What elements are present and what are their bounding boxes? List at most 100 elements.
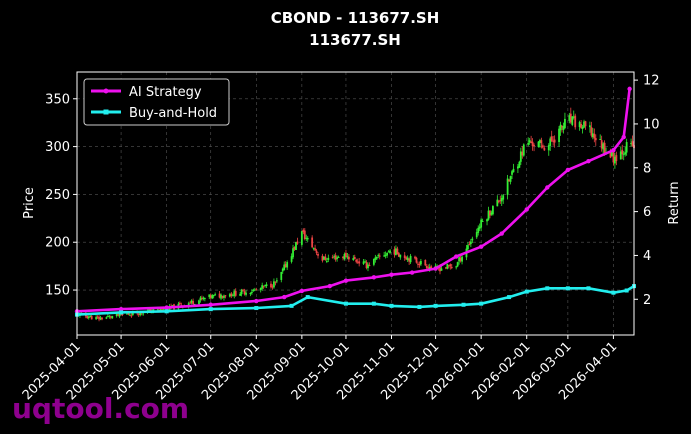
candle-body [280, 271, 283, 280]
candle-body [274, 281, 277, 283]
candle-body [192, 301, 195, 305]
candle-body [619, 151, 622, 160]
candle-body [516, 166, 519, 169]
candle-body [458, 257, 461, 262]
candle-body [130, 315, 133, 317]
candle-body [101, 317, 103, 320]
candle-body [424, 259, 427, 266]
candle-body [121, 313, 124, 315]
candle-body [265, 284, 268, 286]
candle-body [528, 140, 531, 143]
candle-body [475, 232, 478, 238]
candle-body [621, 149, 624, 155]
candle-body [612, 150, 615, 163]
series-point-ai-strategy [433, 266, 438, 271]
candle-body [118, 312, 121, 317]
series-point-buy-and-hold [507, 295, 512, 300]
candle-body [137, 313, 140, 315]
candle-body [243, 291, 246, 295]
candle-body [425, 266, 428, 269]
candle-body [477, 227, 480, 233]
candle-body [281, 268, 284, 272]
series-point-ai-strategy [254, 298, 259, 304]
y-tick-label: 300 [45, 140, 70, 155]
plot-frame [76, 71, 635, 336]
candle-body [352, 258, 355, 260]
candle-body [496, 199, 499, 207]
candle-body [201, 298, 203, 300]
candle-body [414, 256, 416, 259]
candle-body [148, 309, 150, 311]
series-point-ai-strategy [499, 231, 504, 236]
y-tick-label: 250 [45, 188, 70, 203]
candle-body [583, 121, 585, 128]
candle-body [393, 249, 396, 255]
candle-body [117, 314, 120, 316]
series-point-ai-strategy [343, 278, 349, 283]
candle-body [594, 138, 597, 141]
candle-body [500, 198, 503, 202]
candle-body [262, 286, 265, 288]
candle-body [367, 264, 369, 269]
candle-body [590, 127, 593, 136]
candle-body [264, 284, 267, 286]
candle-body [530, 141, 533, 144]
candle-body [603, 142, 606, 154]
candle-body [286, 262, 289, 268]
candle-body [467, 245, 469, 250]
candle-body [408, 258, 411, 262]
candle-body [389, 250, 391, 253]
candle-body [531, 141, 534, 147]
candle-body [198, 300, 200, 305]
candle-body [450, 266, 453, 268]
candle-body [372, 259, 375, 265]
candle-body [481, 220, 484, 222]
candle-body [622, 153, 625, 155]
candle-body [519, 151, 522, 162]
y2-tick-label: 6 [643, 205, 651, 220]
candle-body [218, 293, 221, 298]
series-line-buy-and-hold [76, 284, 635, 316]
candle-body [334, 255, 337, 260]
series-point-ai-strategy [299, 288, 305, 294]
candle-body [527, 143, 530, 145]
candle-body [303, 230, 306, 239]
series-point-buy-and-hold [343, 301, 348, 306]
candle-body [306, 238, 309, 240]
candle-body [430, 266, 433, 269]
candle-body [209, 295, 212, 298]
candle-body [161, 309, 164, 311]
candle-body [346, 256, 349, 258]
candle-body [428, 266, 431, 269]
candle-body [129, 314, 131, 316]
candle-body [550, 136, 553, 142]
candle-body [212, 294, 215, 297]
series-point-buy-and-hold [417, 304, 422, 309]
series-point-buy-and-hold [371, 301, 376, 306]
candle-body [599, 139, 602, 141]
candle-body [305, 237, 308, 239]
series-point-buy-and-hold [433, 303, 438, 308]
candle-body [156, 309, 159, 311]
candle-body [418, 264, 421, 266]
series-point-buy-and-hold [119, 310, 124, 315]
series-point-buy-and-hold [586, 286, 591, 291]
candle-body [368, 265, 371, 267]
candle-body [142, 313, 145, 315]
candle-body [571, 116, 574, 125]
series-point-ai-strategy [453, 254, 459, 259]
candle-body [417, 263, 419, 265]
candle-body [323, 256, 325, 260]
candle-body [89, 315, 92, 318]
candle-body [275, 280, 278, 282]
series-point-ai-strategy [282, 294, 287, 300]
candle-body [409, 255, 412, 263]
series-point-ai-strategy [627, 86, 632, 92]
candle-body [353, 257, 356, 259]
candle-body [630, 142, 632, 144]
candle-body [293, 247, 296, 250]
candle-body [511, 171, 513, 175]
candle-body [447, 265, 450, 267]
candle-body [343, 254, 346, 260]
candle-body [461, 256, 463, 262]
